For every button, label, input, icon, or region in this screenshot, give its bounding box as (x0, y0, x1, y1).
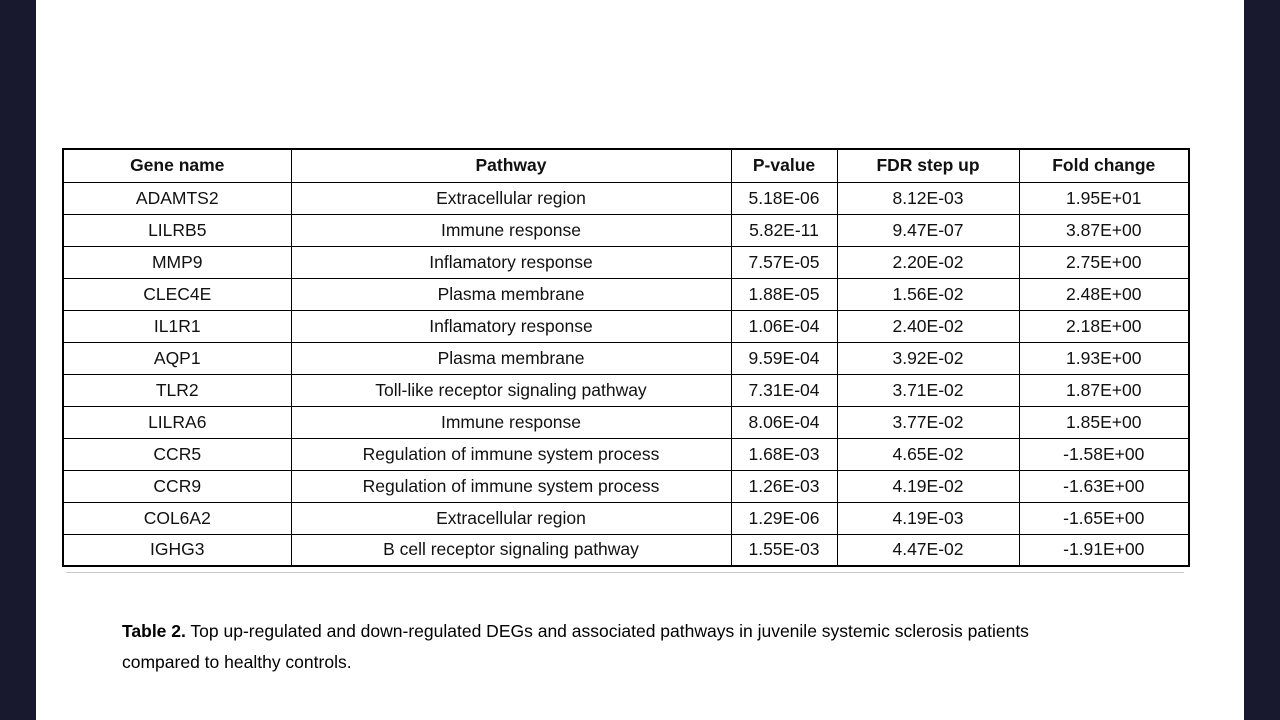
column-header-fdr: FDR step up (836, 148, 1020, 183)
cell-pathway: Immune response (290, 405, 732, 439)
cell-p_value: 1.68E-03 (730, 437, 838, 471)
cell-gene: MMP9 (62, 245, 292, 279)
caption-label: Table 2. (122, 621, 186, 641)
table-row: AQP1 Plasma membrane 9.59E-04 3.92E-02 1.93E… (62, 341, 1190, 375)
cell-gene: ADAMTS2 (62, 181, 292, 215)
table-row: COL6A2 Extracellular region 1.29E-06 4.19E-… (62, 501, 1190, 535)
cell-p_value: 5.18E-06 (730, 181, 838, 215)
cell-fold_change: -1.63E+00 (1018, 469, 1190, 503)
cell-gene: AQP1 (62, 341, 292, 375)
column-header-p_value: P-value (730, 148, 838, 183)
cell-pathway: Regulation of immune system process (290, 437, 732, 471)
cell-p_value: 1.88E-05 (730, 277, 838, 311)
cell-gene: CCR5 (62, 437, 292, 471)
cell-pathway: Inflamatory response (290, 245, 732, 279)
cell-pathway: Immune response (290, 213, 732, 247)
table-row: LILRA6 Immune response 8.06E-04 3.77E-02 1.8… (62, 405, 1190, 439)
cell-gene: LILRA6 (62, 405, 292, 439)
cell-pathway: Toll-like receptor signaling pathway (290, 373, 732, 407)
cell-gene: LILRB5 (62, 213, 292, 247)
cell-gene: IL1R1 (62, 309, 292, 343)
cell-fdr: 4.65E-02 (836, 437, 1020, 471)
cell-pathway: Plasma membrane (290, 277, 732, 311)
cell-pathway: Plasma membrane (290, 341, 732, 375)
left-edge-bar (0, 0, 36, 720)
table-row: TLR2 Toll-like receptor signaling pathway… (62, 373, 1190, 407)
cell-p_value: 7.57E-05 (730, 245, 838, 279)
table-header: Gene name Pathway P-value FDR step up Fold c… (62, 148, 1190, 183)
cell-p_value: 1.06E-04 (730, 309, 838, 343)
right-edge-bar (1244, 0, 1280, 720)
cell-fdr: 1.56E-02 (836, 277, 1020, 311)
column-header-gene: Gene name (62, 148, 292, 183)
table-row: IGHG3 B cell receptor signaling pathway 1.… (62, 533, 1190, 567)
cell-fold_change: -1.58E+00 (1018, 437, 1190, 471)
cell-fdr: 2.40E-02 (836, 309, 1020, 343)
cell-p_value: 1.26E-03 (730, 469, 838, 503)
cell-fdr: 3.77E-02 (836, 405, 1020, 439)
table-row: CCR5 Regulation of immune system process 1… (62, 437, 1190, 471)
cell-fdr: 9.47E-07 (836, 213, 1020, 247)
table-header-row: Gene name Pathway P-value FDR step up Fold c… (62, 148, 1190, 183)
table-row: CCR9 Regulation of immune system process 1… (62, 469, 1190, 503)
cell-p_value: 1.29E-06 (730, 501, 838, 535)
table-body: ADAMTS2 Extracellular region 5.18E-06 8.12E… (62, 181, 1190, 567)
column-header-fold_change: Fold change (1018, 148, 1190, 183)
cell-fold_change: 1.85E+00 (1018, 405, 1190, 439)
cell-pathway: Regulation of immune system process (290, 469, 732, 503)
table-row: LILRB5 Immune response 5.82E-11 9.47E-07 3.8… (62, 213, 1190, 247)
cell-fdr: 2.20E-02 (836, 245, 1020, 279)
column-header-pathway: Pathway (290, 148, 732, 183)
cell-fold_change: -1.65E+00 (1018, 501, 1190, 535)
table-caption: Table 2. Top up-regulated and down-regul… (122, 616, 1087, 678)
cell-p_value: 1.55E-03 (730, 533, 838, 567)
cell-gene: CCR9 (62, 469, 292, 503)
cell-fdr: 4.47E-02 (836, 533, 1020, 567)
cell-pathway: Inflamatory response (290, 309, 732, 343)
cell-p_value: 9.59E-04 (730, 341, 838, 375)
cell-fdr: 3.92E-02 (836, 341, 1020, 375)
table-bottom-artifact-line (66, 572, 1184, 573)
caption-text: Top up-regulated and down-regulated DEGs… (122, 621, 1029, 672)
cell-fold_change: 1.93E+00 (1018, 341, 1190, 375)
cell-fold_change: -1.91E+00 (1018, 533, 1190, 567)
table-row: CLEC4E Plasma membrane 1.88E-05 1.56E-02 2.4… (62, 277, 1190, 311)
cell-fold_change: 1.87E+00 (1018, 373, 1190, 407)
cell-fdr: 8.12E-03 (836, 181, 1020, 215)
cell-pathway: Extracellular region (290, 181, 732, 215)
table-row: IL1R1 Inflamatory response 1.06E-04 2.40E-0… (62, 309, 1190, 343)
cell-fold_change: 1.95E+01 (1018, 181, 1190, 215)
cell-fdr: 3.71E-02 (836, 373, 1020, 407)
cell-gene: COL6A2 (62, 501, 292, 535)
cell-fold_change: 2.75E+00 (1018, 245, 1190, 279)
cell-p_value: 7.31E-04 (730, 373, 838, 407)
cell-fold_change: 3.87E+00 (1018, 213, 1190, 247)
cell-gene: IGHG3 (62, 533, 292, 567)
cell-gene: CLEC4E (62, 277, 292, 311)
cell-p_value: 5.82E-11 (730, 213, 838, 247)
cell-p_value: 8.06E-04 (730, 405, 838, 439)
cell-gene: TLR2 (62, 373, 292, 407)
table-row: ADAMTS2 Extracellular region 5.18E-06 8.12E… (62, 181, 1190, 215)
deg-table: Gene name Pathway P-value FDR step up Fold c… (62, 148, 1190, 567)
cell-fold_change: 2.48E+00 (1018, 277, 1190, 311)
cell-pathway: B cell receptor signaling pathway (290, 533, 732, 567)
cell-fold_change: 2.18E+00 (1018, 309, 1190, 343)
table-row: MMP9 Inflamatory response 7.57E-05 2.20E-02… (62, 245, 1190, 279)
cell-pathway: Extracellular region (290, 501, 732, 535)
cell-fdr: 4.19E-03 (836, 501, 1020, 535)
cell-fdr: 4.19E-02 (836, 469, 1020, 503)
